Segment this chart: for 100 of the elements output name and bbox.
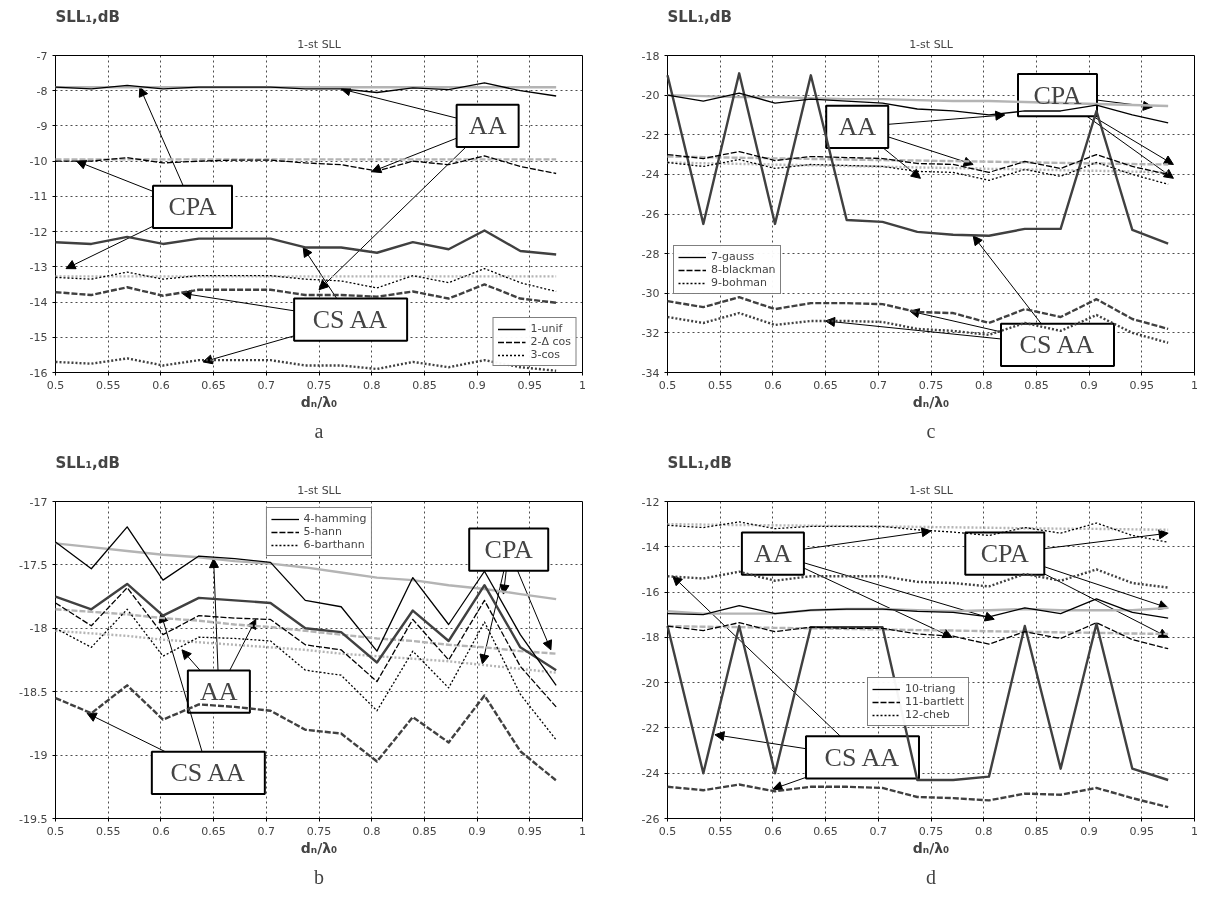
y-tick-label: -16	[29, 366, 48, 380]
y-tick-label: -8	[36, 84, 48, 98]
x-tick-label: 0.6	[152, 824, 170, 838]
y-tick-label: -15	[29, 331, 48, 345]
chart-title: 1-st SLL	[297, 483, 342, 497]
x-tick-label: 1	[579, 378, 586, 392]
legend-label: 7-gauss	[711, 250, 755, 263]
legend-label: 8-blackman	[711, 263, 776, 276]
legend-label: 10-triang	[905, 682, 956, 695]
x-tick-label: 1	[1191, 378, 1198, 392]
legend-label: 11-bartlett	[905, 695, 964, 708]
x-tick-label: 0.95	[517, 824, 543, 838]
x-tick-label: 0.5	[46, 824, 65, 838]
chart-title: 1-st SLL	[909, 483, 954, 497]
y-tick-label: -18	[641, 49, 660, 63]
x-tick-label: 0.55	[707, 378, 733, 392]
y-tick-label: -24	[641, 767, 660, 781]
x-tick-label: 1	[1191, 824, 1198, 838]
y-tick-label: -17.5	[19, 558, 48, 572]
annotation: CS AA	[312, 305, 388, 335]
y-axis-title: SLL₁,dB	[667, 7, 732, 26]
annotation: CS AA	[1019, 330, 1095, 360]
text: c	[926, 419, 936, 442]
text: a	[314, 419, 324, 442]
x-tick-label: 0.65	[813, 824, 838, 838]
x-tick-label: 0.6	[764, 378, 782, 392]
annotation: CPA	[168, 192, 217, 222]
x-axis-title: dₙ/λ₀	[300, 839, 338, 856]
y-tick-label: -22	[641, 721, 660, 735]
x-tick-label: 0.5	[658, 824, 677, 838]
y-tick-label: -19.5	[19, 812, 48, 826]
y-tick-label: -14	[641, 540, 660, 554]
x-tick-label: 0.8	[362, 378, 381, 392]
y-tick-label: -34	[641, 366, 660, 380]
x-tick-label: 0.85	[1024, 824, 1049, 838]
y-tick-label: -22	[641, 128, 660, 142]
x-tick-label: 0.9	[468, 824, 486, 838]
x-tick-label: 0.55	[707, 824, 733, 838]
x-tick-label: 0.75	[918, 824, 944, 838]
y-tick-label: -28	[641, 247, 660, 261]
y-tick-label: -24	[641, 168, 660, 182]
chart-title: 1-st SLL	[297, 37, 342, 51]
y-tick-label: -12	[641, 495, 660, 509]
legend-label: 4-hamming	[303, 512, 367, 525]
legend-label: 3-cos	[530, 348, 560, 361]
annotation: AA	[838, 112, 877, 142]
y-tick-label: -10	[29, 155, 48, 169]
x-tick-label: 0.8	[974, 824, 993, 838]
annotation: CS AA	[170, 758, 246, 788]
x-tick-label: 0.55	[95, 378, 121, 392]
x-tick-label: 0.55	[95, 824, 121, 838]
x-tick-label: 0.65	[201, 824, 226, 838]
y-tick-label: -26	[641, 812, 660, 826]
x-tick-label: 0.65	[201, 378, 226, 392]
legend-label: 9-bohman	[711, 276, 768, 289]
y-axis-title: SLL₁,dB	[667, 453, 732, 472]
annotation: AA	[200, 677, 238, 707]
x-axis-title: dₙ/λ₀	[912, 393, 950, 410]
x-tick-label: 0.8	[362, 824, 381, 838]
x-tick-label: 0.75	[306, 378, 332, 392]
x-tick-label: 0.6	[764, 824, 782, 838]
annotation: AA	[754, 539, 792, 569]
annotation: CPA	[1033, 80, 1082, 110]
x-tick-label: 0.7	[869, 824, 888, 838]
legend-label: 2-Δ cos	[530, 335, 571, 348]
x-tick-label: 0.7	[257, 378, 276, 392]
y-tick-label: -17	[29, 495, 48, 509]
y-tick-label: -11	[29, 190, 48, 204]
annotation: AA	[468, 111, 507, 141]
y-tick-label: -13	[29, 260, 48, 274]
x-tick-label: 0.95	[1129, 378, 1155, 392]
y-tick-label: -26	[641, 208, 660, 221]
y-tick-label: -18	[29, 622, 48, 636]
x-axis-title: dₙ/λ₀	[300, 393, 338, 410]
text: d	[926, 865, 936, 888]
y-axis-title: SLL₁,dB	[55, 453, 120, 472]
annotation: CPA	[484, 535, 534, 565]
x-tick-label: 0.9	[1080, 378, 1098, 392]
x-tick-label: 0.7	[869, 378, 888, 392]
x-tick-label: 0.85	[412, 824, 437, 838]
legend-label: 1-unif	[530, 322, 563, 335]
x-tick-label: 0.9	[1080, 824, 1098, 838]
x-tick-label: 0.5	[46, 378, 65, 392]
y-tick-label: -20	[641, 89, 660, 103]
x-tick-label: 0.9	[468, 378, 486, 392]
x-tick-label: 0.95	[1129, 824, 1155, 838]
x-tick-label: 1	[579, 824, 586, 838]
x-tick-label: 0.75	[918, 378, 944, 392]
y-tick-label: -18	[641, 631, 660, 645]
y-tick-label: -9	[36, 119, 48, 133]
y-axis-title: SLL₁,dB	[55, 7, 120, 26]
legend-label: 12-cheb	[905, 708, 950, 721]
y-tick-label: -20	[641, 676, 660, 690]
x-tick-label: 0.95	[517, 378, 543, 392]
x-tick-label: 0.65	[813, 378, 838, 392]
x-tick-label: 0.5	[658, 378, 677, 392]
chart-title: 1-st SLL	[909, 37, 954, 51]
y-tick-label: -30	[641, 287, 660, 301]
y-tick-label: -19	[29, 749, 48, 763]
x-tick-label: 0.6	[152, 378, 170, 392]
